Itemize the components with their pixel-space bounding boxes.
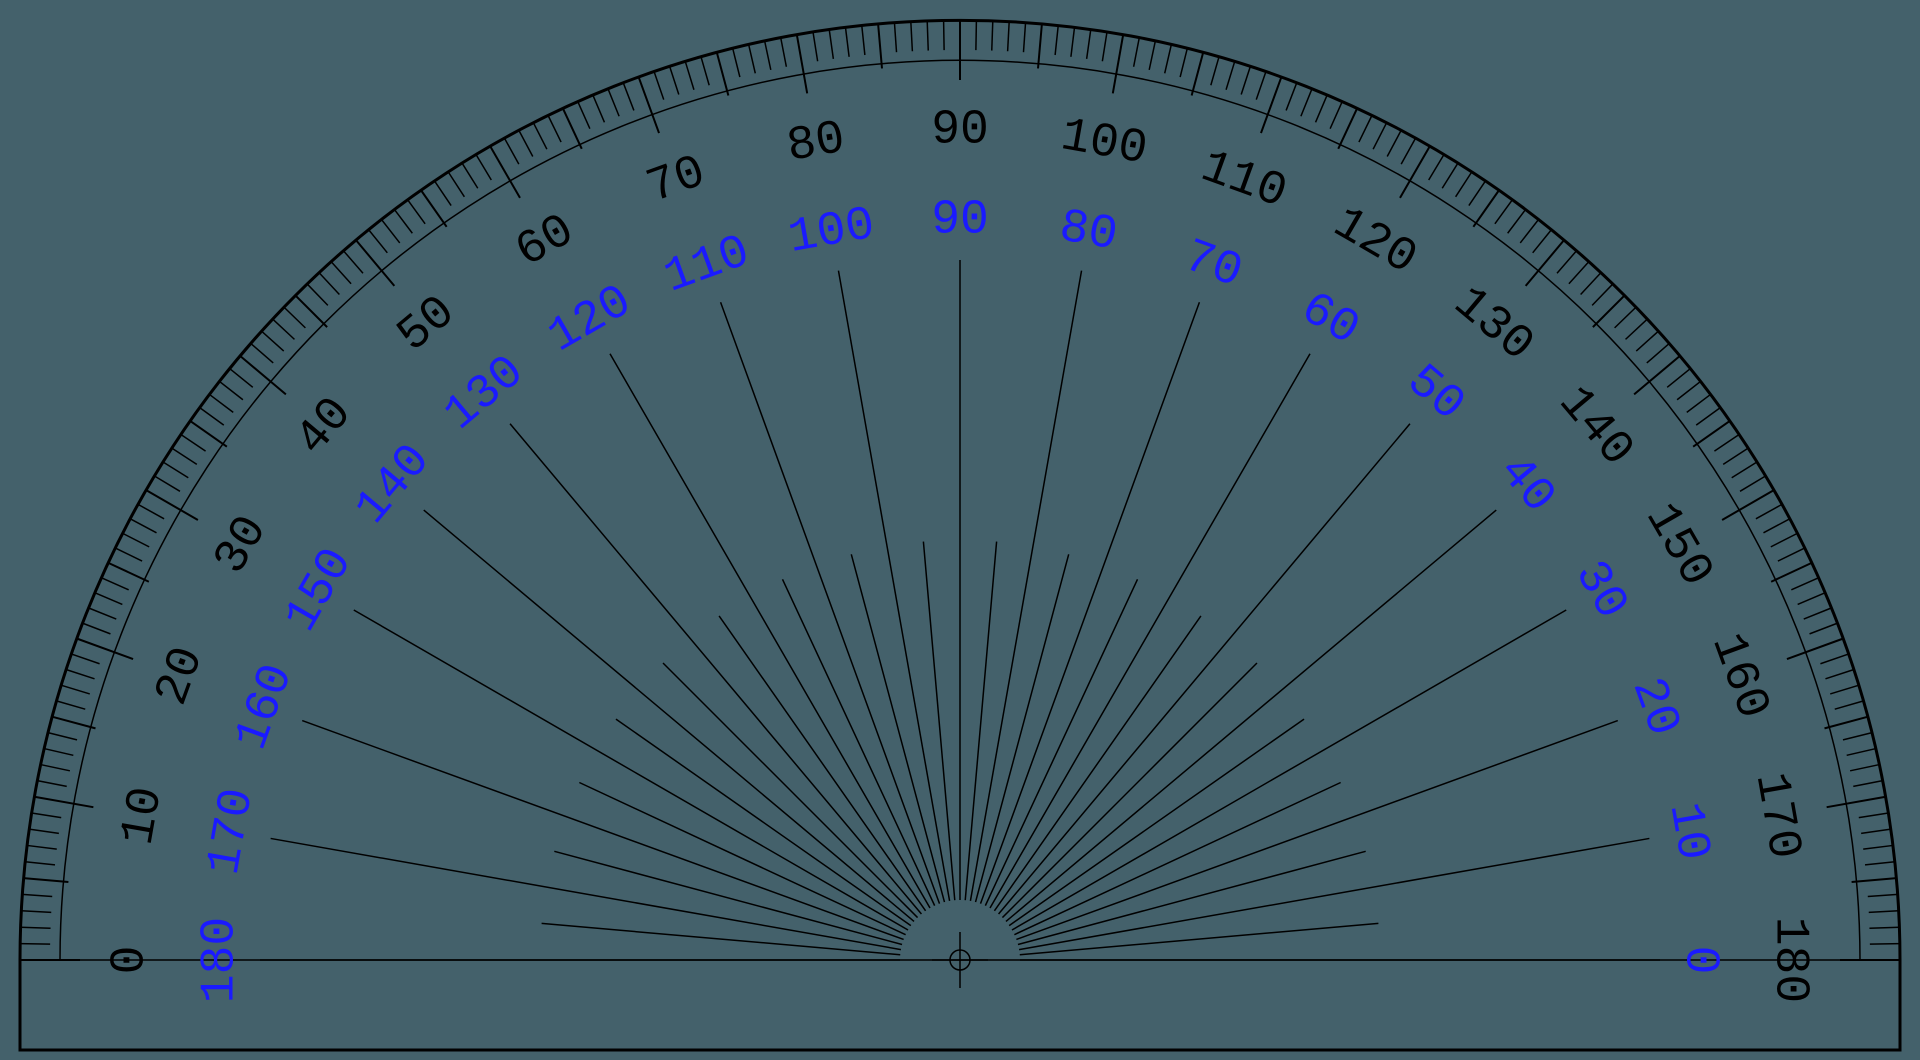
inner-scale-label: 90: [931, 194, 989, 248]
inner-scale-label: 80: [1055, 200, 1121, 263]
outer-scale-label: 180: [1762, 917, 1816, 1003]
tick-minor: [976, 20, 977, 50]
tick-minor: [20, 944, 50, 945]
inner-scale-label: 180: [194, 917, 248, 1003]
inner-scale-label: 10: [1656, 799, 1719, 865]
inner-scale-label: 0: [1672, 946, 1726, 975]
tick-minor: [1870, 944, 1900, 945]
protractor-svg: 0102030405060708090100110120130140150160…: [0, 0, 1920, 1060]
outer-scale-label: 90: [931, 104, 989, 158]
outer-scale-label: 0: [104, 946, 158, 975]
tick-minor: [21, 927, 51, 928]
tick-minor: [992, 21, 993, 51]
tick-minor: [944, 20, 945, 50]
protractor-diagram: 0102030405060708090100110120130140150160…: [0, 0, 1920, 1060]
tick-minor: [1869, 927, 1899, 928]
tick-minor: [927, 21, 928, 51]
outer-scale-label: 10: [112, 783, 175, 849]
outer-scale-label: 80: [783, 112, 849, 175]
